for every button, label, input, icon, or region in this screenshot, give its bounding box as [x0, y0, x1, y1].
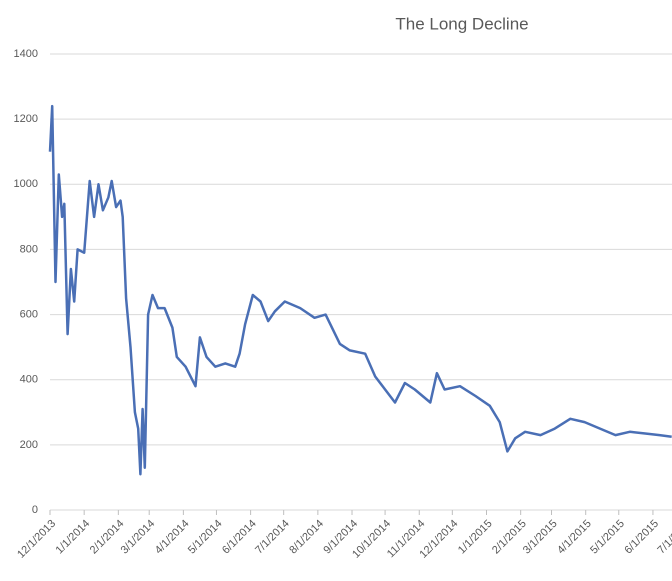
y-tick-label: 1400: [14, 48, 38, 60]
y-tick-label: 800: [20, 243, 38, 255]
y-tick-label: 0: [32, 504, 38, 516]
y-tick-label: 1200: [14, 113, 38, 125]
y-tick-label: 200: [20, 439, 38, 451]
chart-title: The Long Decline: [395, 14, 528, 33]
y-tick-label: 1000: [14, 178, 38, 190]
y-tick-label: 600: [20, 308, 38, 320]
price-line: [48, 104, 672, 476]
y-tick-label: 400: [20, 374, 38, 386]
